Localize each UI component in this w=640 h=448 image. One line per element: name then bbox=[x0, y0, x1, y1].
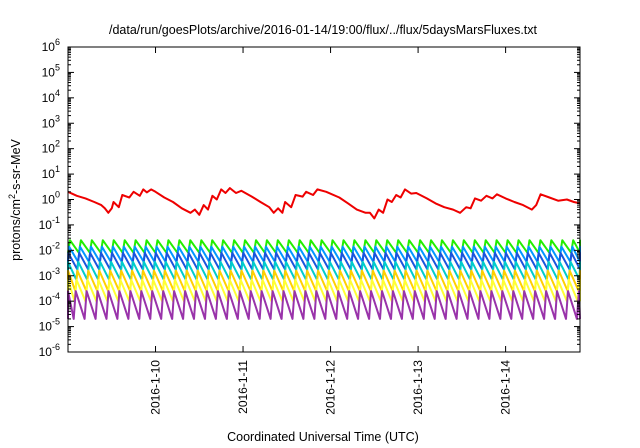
x-tick-label: 2016-1-11 bbox=[236, 360, 250, 414]
y-tick-label: 100 bbox=[42, 190, 60, 207]
y-axis-ticks: 10-6 10-5 10-4 10-3 10-2 10-1 100 101 102 103 104 1… bbox=[39, 37, 580, 359]
y-tick-label: 10-6 bbox=[39, 342, 60, 359]
y-tick-label: 104 bbox=[42, 88, 60, 105]
y-tick-label: 10-3 bbox=[39, 266, 60, 283]
y-tick-label: 105 bbox=[42, 62, 60, 79]
y-tick-label: 10-5 bbox=[39, 317, 60, 334]
x-tick-label: 2016-1-10 bbox=[149, 360, 163, 415]
series-line-7 bbox=[67, 290, 581, 320]
y-tick-label: 10-2 bbox=[39, 240, 60, 257]
y-tick-label: 102 bbox=[42, 139, 60, 156]
plot-frame bbox=[67, 46, 581, 353]
series-layer bbox=[67, 187, 581, 320]
y-tick-label: 101 bbox=[42, 164, 60, 181]
series-line-5 bbox=[67, 269, 581, 293]
y-tick-label: 10-4 bbox=[39, 291, 60, 308]
chart-title: /data/run/goesPlots/archive/2016-01-14/1… bbox=[109, 23, 538, 37]
x-tick-label: 2016-1-13 bbox=[411, 360, 425, 415]
x-axis-label: Coordinated Universal Time (UTC) bbox=[227, 430, 419, 444]
y-tick-label: 106 bbox=[42, 37, 60, 54]
x-tick-label: 2016-1-12 bbox=[324, 360, 338, 415]
series-line-1 bbox=[67, 239, 581, 254]
y-axis-label: protons/cm2-s-sr-MeV bbox=[7, 138, 23, 260]
x-tick-label: 2016-1-14 bbox=[499, 360, 513, 415]
y-tick-label: 10-1 bbox=[39, 215, 60, 232]
series-line-0 bbox=[67, 187, 581, 220]
y-tick-label: 103 bbox=[42, 113, 60, 130]
x-axis-ticks: 2016-1-10 2016-1-11 2016-1-12 2016-1-13 2016… bbox=[149, 47, 513, 415]
series-line-4 bbox=[67, 260, 581, 281]
